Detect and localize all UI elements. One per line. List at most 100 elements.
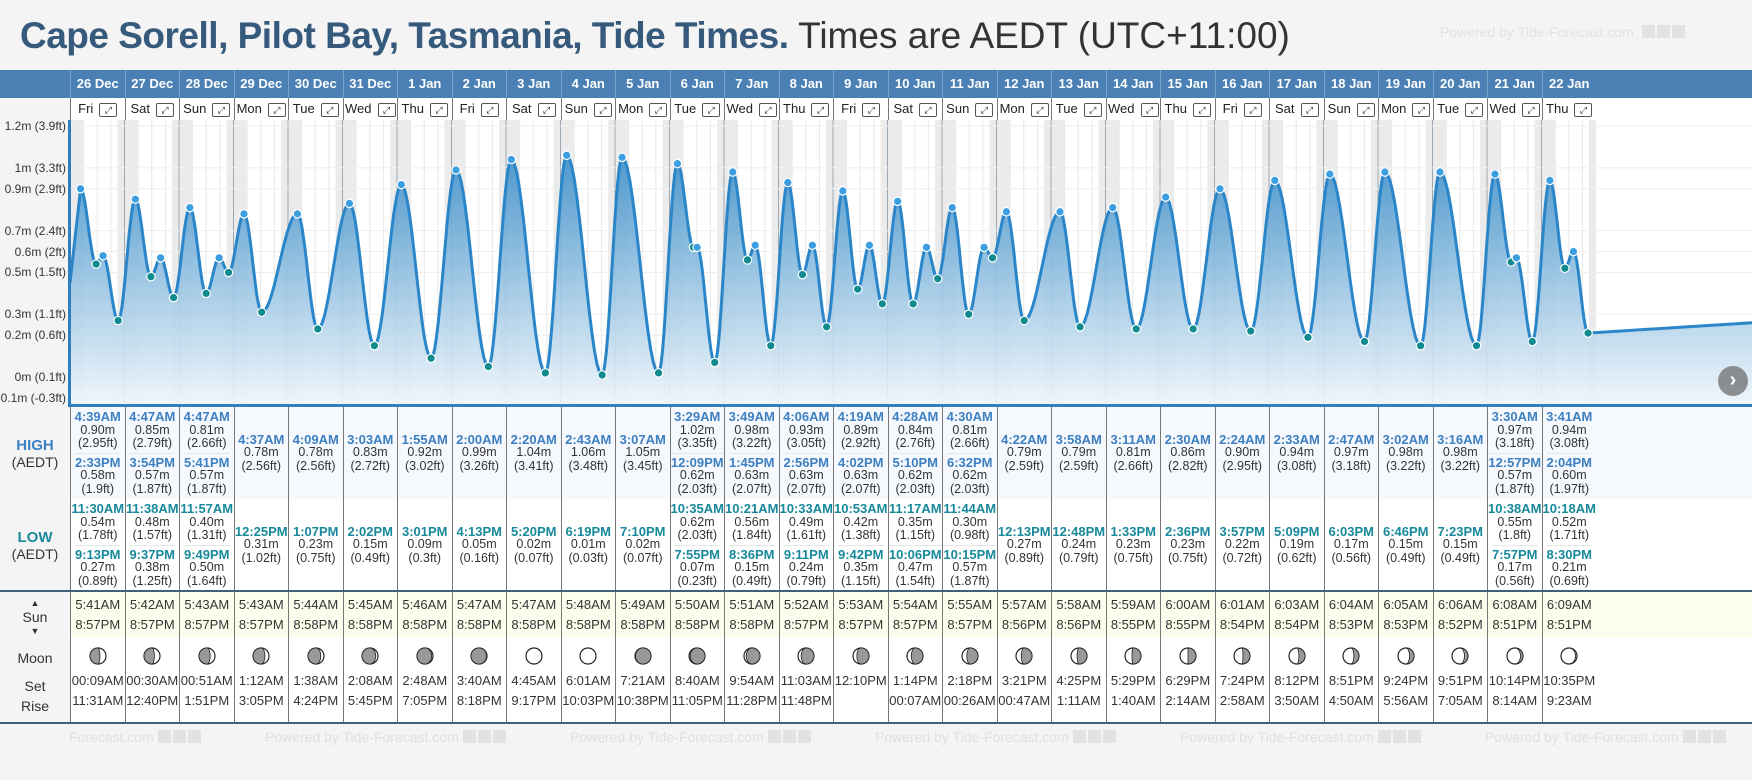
- expand-day-icon[interactable]: ⤢: [1243, 102, 1262, 117]
- high-tide-point[interactable]: [1001, 206, 1012, 217]
- expand-day-icon[interactable]: ⤢: [649, 102, 668, 117]
- high-tide-point[interactable]: [807, 240, 818, 251]
- expand-day-icon[interactable]: ⤢: [862, 102, 881, 117]
- high-tide-point[interactable]: [98, 250, 108, 261]
- low-tide-point[interactable]: [369, 340, 380, 351]
- expand-day-icon[interactable]: ⤢: [1465, 102, 1484, 117]
- expand-day-icon[interactable]: ⤢: [1030, 102, 1049, 117]
- low-tide-point[interactable]: [653, 368, 664, 378]
- high-tide-point[interactable]: [864, 240, 875, 251]
- expand-day-icon[interactable]: ⤢: [537, 102, 556, 117]
- high-tide-point[interactable]: [155, 253, 166, 263]
- high-tide-point[interactable]: [727, 167, 738, 177]
- low-tide-point[interactable]: [1471, 340, 1482, 351]
- low-tide-point[interactable]: [426, 353, 436, 364]
- low-tide-point[interactable]: [963, 309, 974, 320]
- high-tide-point[interactable]: [506, 154, 517, 165]
- high-tide-point[interactable]: [1055, 206, 1065, 217]
- expand-day-icon[interactable]: ⤢: [1356, 102, 1375, 117]
- high-tide-point[interactable]: [1160, 192, 1171, 202]
- high-tide-point[interactable]: [892, 196, 903, 207]
- low-tide-point[interactable]: [540, 368, 551, 378]
- low-tide-point[interactable]: [597, 370, 607, 380]
- high-tide-point[interactable]: [921, 242, 932, 253]
- expand-day-icon[interactable]: ⤢: [377, 102, 396, 117]
- high-tide-point[interactable]: [783, 177, 793, 188]
- expand-day-icon[interactable]: ⤢: [156, 102, 174, 117]
- low-tide-point[interactable]: [821, 322, 832, 332]
- expand-day-icon[interactable]: ⤢: [1192, 102, 1211, 117]
- low-tide-point[interactable]: [1019, 315, 1030, 326]
- low-tide-point[interactable]: [852, 284, 863, 294]
- expand-day-icon[interactable]: ⤢: [267, 102, 286, 117]
- high-tide-point[interactable]: [1325, 169, 1335, 179]
- low-tide-point[interactable]: [709, 357, 720, 368]
- low-tide-point[interactable]: [483, 361, 494, 372]
- low-tide-point[interactable]: [201, 288, 211, 299]
- low-tide-point[interactable]: [765, 340, 776, 351]
- high-tide-point[interactable]: [396, 179, 407, 190]
- expand-day-icon[interactable]: ⤢: [759, 102, 777, 117]
- expand-day-icon[interactable]: ⤢: [1412, 102, 1431, 117]
- expand-day-icon[interactable]: ⤢: [480, 102, 499, 117]
- expand-day-icon[interactable]: ⤢: [811, 102, 830, 117]
- expand-day-icon[interactable]: ⤢: [702, 102, 721, 117]
- low-tide-point[interactable]: [1245, 326, 1256, 336]
- expand-day-icon[interactable]: ⤢: [429, 102, 448, 117]
- expand-day-icon[interactable]: ⤢: [320, 102, 339, 117]
- high-tide-point[interactable]: [1490, 169, 1500, 179]
- low-tide-point[interactable]: [168, 292, 179, 303]
- low-tide-point[interactable]: [987, 253, 998, 263]
- high-tide-point[interactable]: [214, 253, 224, 263]
- high-tide-point[interactable]: [1511, 253, 1522, 263]
- low-tide-point[interactable]: [908, 299, 918, 309]
- high-tide-point[interactable]: [292, 209, 303, 219]
- low-tide-point[interactable]: [1131, 324, 1142, 334]
- high-tide-point[interactable]: [1380, 167, 1390, 177]
- expand-day-icon[interactable]: ⤢: [975, 102, 994, 117]
- high-tide-point[interactable]: [130, 194, 141, 205]
- high-tide-point[interactable]: [451, 165, 461, 175]
- low-tide-point[interactable]: [877, 299, 888, 309]
- expand-day-icon[interactable]: ⤢: [1522, 102, 1540, 117]
- low-tide-point[interactable]: [256, 307, 267, 318]
- low-tide-point[interactable]: [1359, 336, 1370, 347]
- low-tide-point[interactable]: [1303, 332, 1313, 343]
- high-tide-point[interactable]: [1435, 167, 1445, 177]
- expand-day-icon[interactable]: ⤢: [593, 102, 612, 117]
- expand-day-icon[interactable]: ⤢: [99, 102, 118, 117]
- high-tide-point[interactable]: [561, 150, 572, 161]
- high-tide-point[interactable]: [947, 202, 958, 213]
- high-tide-point[interactable]: [1269, 175, 1280, 186]
- high-tide-point[interactable]: [1545, 175, 1555, 186]
- expand-day-icon[interactable]: ⤢: [212, 102, 231, 117]
- high-tide-point[interactable]: [838, 186, 848, 196]
- high-tide-point[interactable]: [1215, 183, 1225, 194]
- low-tide-point[interactable]: [1583, 328, 1593, 338]
- high-tide-point[interactable]: [1107, 202, 1118, 213]
- expand-day-icon[interactable]: ⤢: [1574, 102, 1593, 117]
- high-tide-point[interactable]: [750, 240, 761, 251]
- high-tide-point[interactable]: [344, 198, 355, 209]
- low-tide-point[interactable]: [113, 315, 123, 326]
- expand-day-icon[interactable]: ⤢: [1083, 102, 1102, 117]
- expand-day-icon[interactable]: ⤢: [1300, 102, 1319, 117]
- high-tide-point[interactable]: [979, 242, 989, 253]
- high-tide-point[interactable]: [617, 152, 627, 163]
- low-tide-point[interactable]: [223, 267, 234, 278]
- low-tide-point[interactable]: [1188, 324, 1198, 334]
- low-tide-point[interactable]: [146, 271, 156, 282]
- low-tide-point[interactable]: [1560, 263, 1570, 274]
- low-tide-point[interactable]: [1527, 336, 1538, 347]
- low-tide-point[interactable]: [1415, 340, 1426, 351]
- expand-day-icon[interactable]: ⤢: [1140, 102, 1159, 117]
- low-tide-point[interactable]: [91, 259, 101, 269]
- expand-day-icon[interactable]: ⤢: [919, 102, 937, 117]
- low-tide-point[interactable]: [932, 273, 943, 284]
- low-tide-point[interactable]: [797, 269, 808, 280]
- high-tide-point[interactable]: [692, 242, 702, 253]
- high-tide-point[interactable]: [672, 158, 683, 169]
- high-tide-point[interactable]: [239, 209, 249, 219]
- scroll-right-button[interactable]: ›: [1718, 366, 1748, 396]
- low-tide-point[interactable]: [1075, 322, 1085, 332]
